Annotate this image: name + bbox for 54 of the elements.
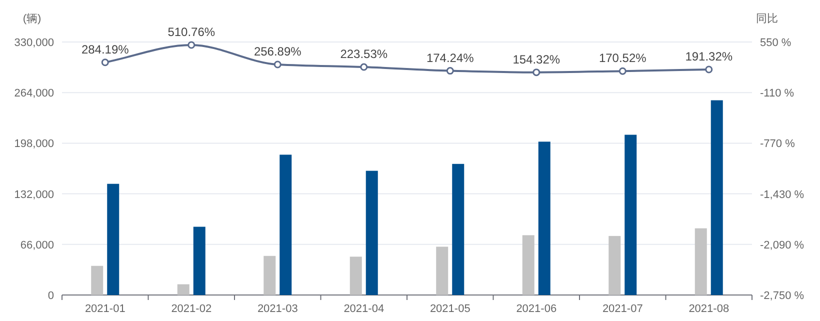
bar [452, 164, 464, 295]
point [532, 68, 540, 76]
data-label: 154.32% [512, 52, 560, 66]
x-tick-label: 2021-01 [84, 303, 126, 315]
bar [177, 284, 190, 295]
y2-tick-label: -770 % [760, 138, 796, 150]
x-tick-label: 2021-02 [171, 303, 212, 315]
y-tick-label: 264,000 [14, 88, 54, 100]
point [705, 66, 713, 74]
bar [107, 184, 120, 295]
data-label: 256.89% [254, 44, 302, 58]
x-tick-label: 2021-06 [516, 303, 557, 315]
bar [624, 134, 637, 295]
data-label: 174.24% [426, 50, 474, 65]
bar [366, 170, 378, 295]
y-tick-label: 198,000 [14, 138, 54, 150]
bar [193, 226, 206, 295]
point [274, 60, 282, 68]
y2-tick-label: 550 % [760, 37, 792, 49]
x-tick-label: 2021-08 [688, 303, 730, 315]
bar [710, 100, 723, 295]
point [360, 63, 368, 71]
x-tick-label: 2021-03 [257, 303, 298, 315]
x-tick-label: 2021-07 [602, 303, 643, 315]
point [618, 67, 626, 75]
y2-tick-label: -1,430 % [760, 188, 804, 201]
data-label: 284.19% [81, 42, 130, 56]
data-label: 510.76% [168, 25, 216, 40]
y2-tick-label: -110 % [760, 88, 794, 100]
y-tick-label: 66,000 [20, 239, 54, 252]
data-label: 191.32% [685, 50, 733, 64]
point [446, 67, 454, 75]
bar [350, 256, 362, 295]
y2-tick-label: -2,750 % [760, 290, 804, 302]
bar [280, 154, 292, 295]
point [101, 58, 109, 66]
data-label: 223.53% [340, 47, 388, 62]
y-tick-label: 0 [48, 290, 54, 302]
x-tick-label: 2021-04 [344, 303, 384, 315]
y2-tick-label: -2,090 % [760, 239, 804, 252]
y-tick-label: 132,000 [14, 188, 54, 201]
y-tick-label: 330,000 [14, 37, 54, 49]
bar [608, 236, 621, 295]
bar [264, 256, 276, 295]
bar [538, 142, 550, 295]
bar [522, 235, 534, 295]
point [188, 41, 196, 49]
data-label: 170.52% [598, 51, 647, 66]
y2-axis-title: 同比 [756, 12, 778, 25]
bar [91, 266, 104, 295]
x-tick-label: 2021-05 [430, 303, 470, 315]
bar [436, 246, 448, 295]
bar [694, 228, 707, 295]
y-axis-title: (辆) [22, 13, 42, 25]
